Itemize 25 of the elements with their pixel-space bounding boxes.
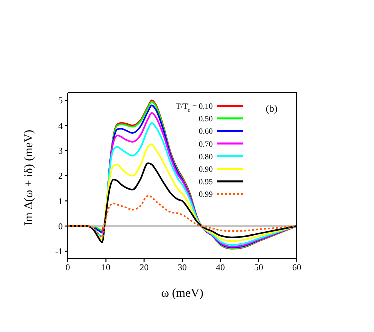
legend-label: 0.95 [199,178,213,187]
legend-label: 0.50 [199,114,213,124]
legend-label: 0.60 [199,127,213,136]
x-tick-label: 60 [292,262,302,272]
annotation: (b) [266,104,278,115]
x-tick-label: 30 [178,262,188,272]
x-tick-label: 0 [66,262,71,272]
y-tick-label: 2 [58,171,63,182]
y-tick-label: 0 [58,222,64,232]
y-tick-label: 4 [58,120,64,131]
y-tick-label: -1 [56,246,63,257]
legend-label: T/T$_{c}$ = 0.10 [176,102,213,114]
x-tick-label: 40 [216,262,226,272]
legend-label: 0.80 [199,152,213,162]
legend-label: 0.90 [199,165,213,174]
legend-label: 0.70 [199,140,213,149]
x-tick-label: 20 [140,262,150,272]
x-axis-title: ω (meV) [161,286,204,300]
y-axis-title: Im Δ(ω + iδ) (meV) [21,130,36,226]
x-tick-label: 50 [254,262,264,272]
y-tick-label: 1 [58,196,63,206]
y-tick-label: 3 [58,146,64,156]
legend-label: 0.99 [199,190,213,200]
y-tick-label: 5 [58,96,64,106]
x-tick-label: 10 [102,262,112,272]
